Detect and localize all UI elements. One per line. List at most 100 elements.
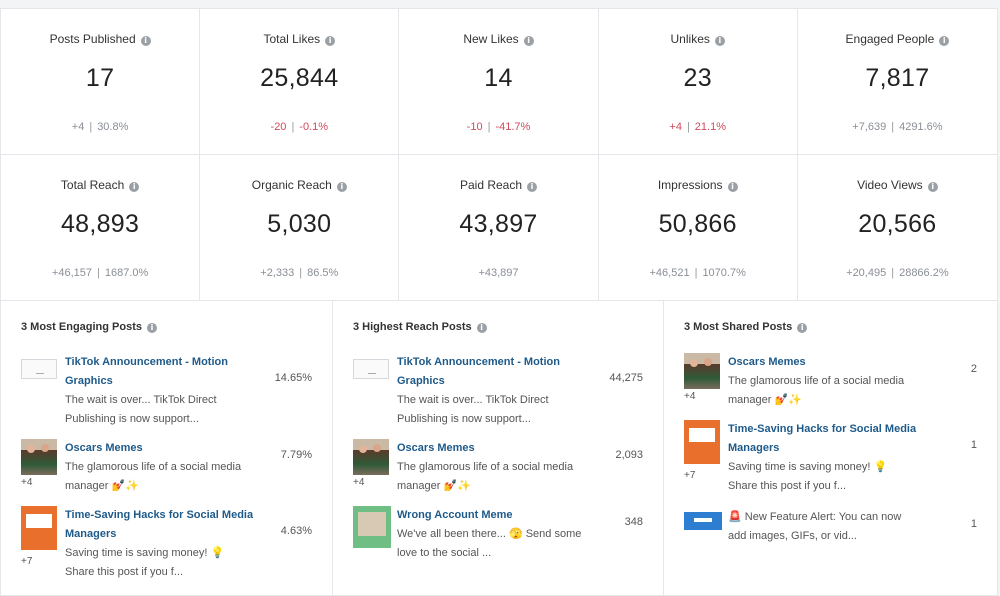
post-title[interactable]: Oscars Memes (728, 356, 806, 368)
info-circle-icon[interactable]: i (939, 36, 950, 46)
metric-percent: -41.7% (495, 121, 531, 133)
post-excerpt: 🚨 New Feature Alert: You can now add ima… (728, 511, 902, 542)
info-circle-icon[interactable]: i (927, 182, 938, 192)
metric-delta: -10 (466, 121, 483, 133)
post-title[interactable]: TikTok Announcement - Motion Graphics (65, 356, 228, 387)
info-circle-icon[interactable]: i (476, 323, 487, 333)
metric-percent: 1070.7% (702, 267, 746, 279)
metric-card: Organic Reach i 5,030 +2,333 | 86.5% (200, 155, 400, 301)
metric-delta: +7,639 (852, 121, 887, 133)
info-circle-icon[interactable]: i (727, 182, 738, 192)
dashboard-board: Posts Published i 17 +4 | 30.8% Total Likes i 25… (0, 8, 998, 596)
metric-label: Unlikes (670, 32, 710, 46)
metric-delta: +46,521 (649, 267, 690, 279)
metric-value: 20,566 (858, 210, 937, 238)
post-metric: 1 (970, 439, 977, 451)
metric-delta: -20 (270, 121, 287, 133)
post-excerpt: We've all been there... 🫣 Send some love… (397, 528, 582, 559)
metric-value: 7,817 (865, 64, 930, 92)
metric-value: 23 (683, 64, 712, 92)
post-item[interactable]: TikTok Announcement - Motion Graphics The… (353, 353, 663, 429)
post-title[interactable]: Oscars Memes (397, 442, 475, 454)
metric-delta: +20,495 (846, 267, 887, 279)
metric-label: Impressions (657, 178, 723, 192)
post-thumbnail[interactable] (21, 359, 57, 379)
top-posts-section: 3 Most Engaging Posts i TikTok Announcemen… (1, 301, 997, 596)
post-title[interactable]: Time-Saving Hacks for Social Media Manag… (728, 423, 917, 454)
post-excerpt: The wait is over... TikTok Direct Publis… (397, 394, 549, 425)
metric-change: -20 | -0.1% (270, 121, 329, 133)
post-item[interactable]: Wrong Account Meme We've all been there..… (353, 506, 663, 563)
metric-label: New Likes (463, 32, 519, 46)
post-thumbnail[interactable] (684, 420, 720, 464)
metric-percent: 86.5% (307, 267, 339, 279)
post-thumbnail[interactable] (684, 512, 722, 530)
metric-card: Paid Reach i 43,897 +43,897 (399, 155, 599, 301)
post-item[interactable]: +4 Oscars Memes The glamorous life of a so… (353, 439, 663, 496)
metric-label: Organic Reach (251, 178, 332, 192)
metric-percent: 30.8% (97, 121, 129, 133)
metric-change: +2,333 | 86.5% (260, 267, 339, 279)
post-item[interactable]: +4 Oscars Memes The glamorous life of a so… (21, 439, 332, 496)
post-excerpt: The glamorous life of a social media man… (397, 461, 574, 492)
post-metric: 2,093 (615, 449, 643, 461)
post-item[interactable]: TikTok Announcement - Motion Graphics The… (21, 353, 332, 429)
post-list-title: 3 Most Engaging Posts (21, 321, 143, 333)
post-metric: 44,275 (609, 372, 643, 384)
post-title[interactable]: Wrong Account Meme (397, 509, 513, 521)
info-circle-icon[interactable]: i (140, 36, 151, 46)
metric-card: Posts Published i 17 +4 | 30.8% (1, 9, 201, 155)
more-images-count: +7 (21, 556, 33, 567)
metric-percent: 28866.2% (899, 267, 949, 279)
more-images-count: +4 (21, 477, 33, 488)
metric-value: 14 (484, 64, 513, 92)
metric-label: Video Views (857, 178, 923, 192)
post-title[interactable]: TikTok Announcement - Motion Graphics (397, 356, 560, 387)
post-title[interactable]: Time-Saving Hacks for Social Media Manag… (65, 509, 254, 540)
post-item[interactable]: +4 Oscars Memes The glamorous life of a so… (684, 353, 997, 410)
info-circle-icon[interactable]: i (147, 323, 158, 333)
post-thumbnail[interactable] (353, 439, 389, 475)
metric-card: Total Reach i 48,893 +46,157 | 1687.0% (1, 155, 201, 301)
more-images-count: +7 (684, 470, 696, 481)
post-item[interactable]: +7 Time-Saving Hacks for Social Media Man… (684, 420, 997, 496)
info-circle-icon[interactable]: i (527, 182, 538, 192)
post-list: 3 Highest Reach Posts i TikTok Announcemen… (333, 301, 664, 596)
metric-card: Total Likes i 25,844 -20 | -0.1% (200, 9, 400, 155)
metric-value: 43,897 (459, 210, 538, 238)
metric-change: +46,157 | 1687.0% (51, 267, 149, 279)
info-circle-icon[interactable]: i (336, 182, 347, 192)
metric-delta: +4 (71, 121, 85, 133)
metric-delta: +2,333 (260, 267, 295, 279)
post-thumbnail[interactable] (21, 506, 57, 550)
post-item[interactable]: 🚨 New Feature Alert: You can now add ima… (684, 508, 997, 546)
metrics-grid: Posts Published i 17 +4 | 30.8% Total Likes i 25… (1, 9, 997, 301)
post-thumbnail[interactable] (684, 353, 720, 389)
post-thumbnail[interactable] (353, 359, 389, 379)
info-circle-icon[interactable]: i (714, 36, 725, 46)
post-metric: 1 (970, 518, 977, 530)
post-excerpt: The glamorous life of a social media man… (65, 461, 242, 492)
post-item[interactable]: +7 Time-Saving Hacks for Social Media Man… (21, 506, 332, 582)
info-circle-icon[interactable]: i (325, 36, 336, 46)
metric-delta: +43,897 (478, 267, 519, 279)
metric-value: 25,844 (260, 64, 339, 92)
info-circle-icon[interactable]: i (797, 323, 808, 333)
metric-card: New Likes i 14 -10 | -41.7% (399, 9, 599, 155)
post-title[interactable]: Oscars Memes (65, 442, 143, 454)
info-circle-icon[interactable]: i (523, 36, 534, 46)
post-excerpt: Saving time is saving money! 💡 Share thi… (728, 461, 888, 492)
metric-percent: 21.1% (694, 121, 726, 133)
metric-change: +43,897 (399, 267, 597, 279)
info-circle-icon[interactable]: i (129, 182, 140, 192)
post-metric: 14.65% (274, 372, 312, 384)
metric-card: Engaged People i 7,817 +7,639 | 4291.6% (797, 9, 997, 155)
metric-label: Engaged People (845, 32, 935, 46)
post-list-title: 3 Most Shared Posts (684, 321, 793, 333)
metric-change: +4 | 30.8% (71, 121, 129, 133)
post-thumbnail[interactable] (21, 439, 57, 475)
metric-value: 48,893 (60, 210, 140, 238)
metric-card: Impressions i 50,866 +46,521 | 1070.7% (598, 155, 798, 301)
post-thumbnail[interactable] (353, 506, 391, 548)
metric-label: Total Likes (263, 32, 321, 46)
